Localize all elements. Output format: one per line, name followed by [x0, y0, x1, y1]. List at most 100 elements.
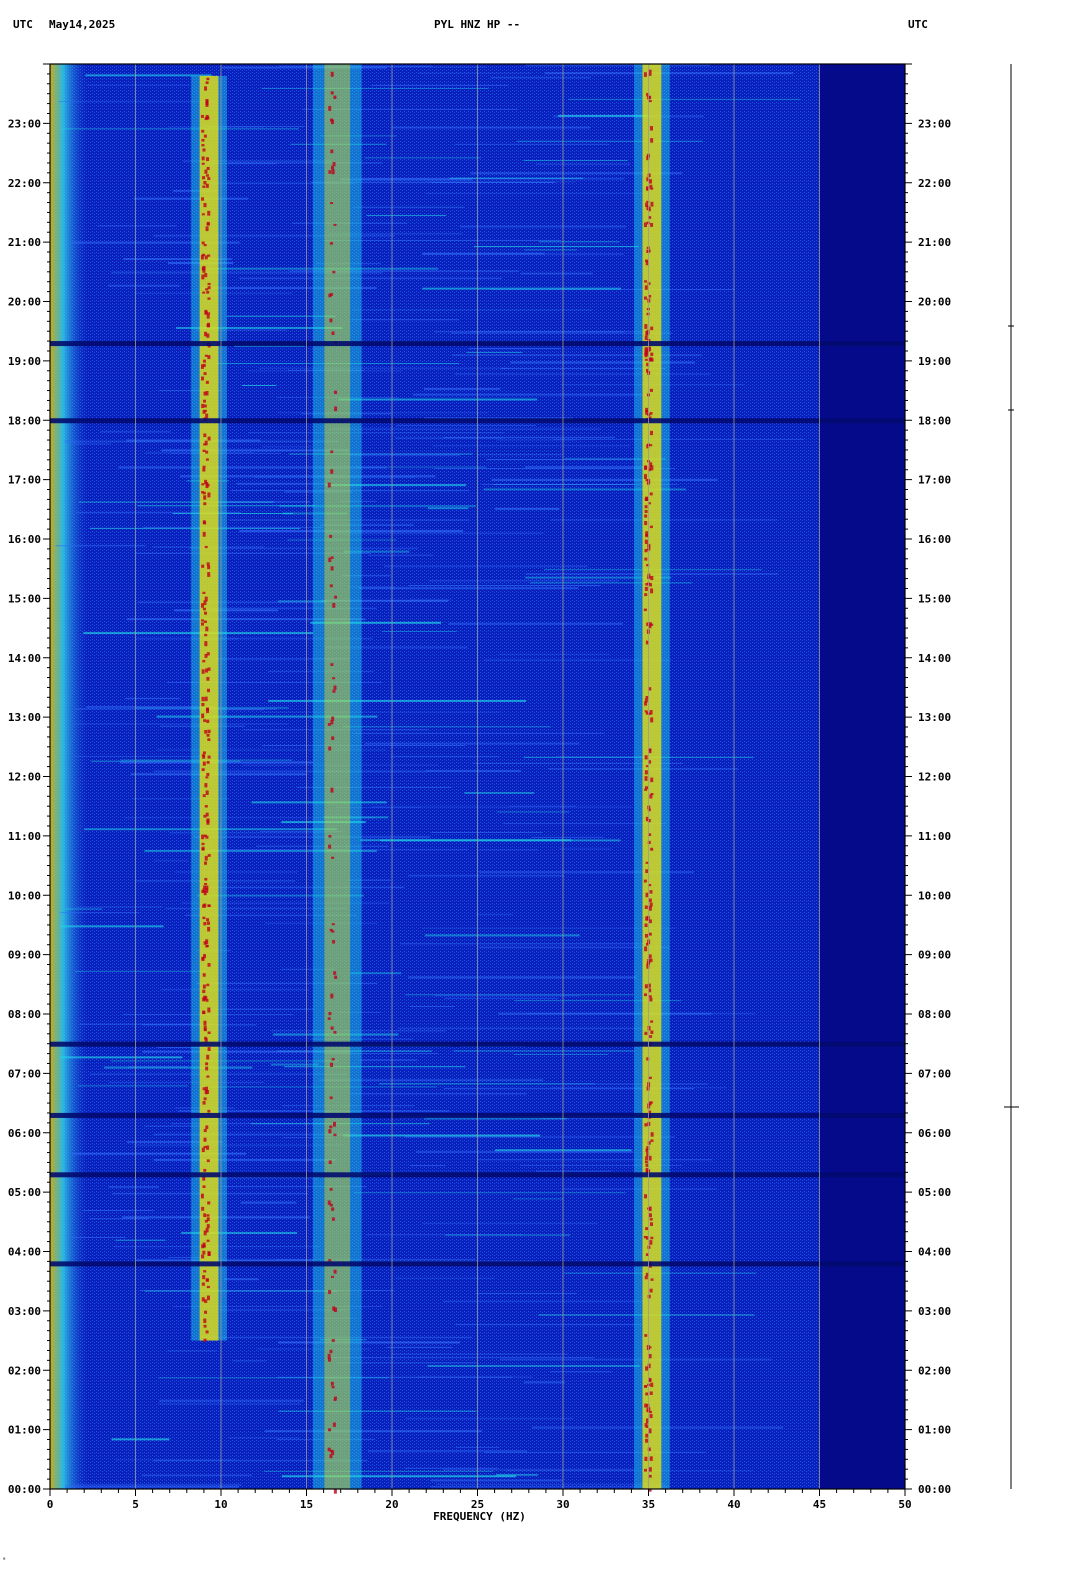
hot-spot: [645, 410, 649, 415]
hot-spot: [206, 1145, 210, 1150]
hot-spot: [201, 1147, 205, 1153]
streak: [239, 277, 502, 279]
hot-spot: [644, 710, 648, 713]
hot-spot: [647, 808, 651, 812]
streak: [426, 181, 577, 183]
streak: [111, 1060, 338, 1062]
hot-spot: [201, 1244, 205, 1249]
hot-spot: [204, 1299, 208, 1304]
streak: [328, 233, 463, 235]
streak: [503, 823, 666, 825]
hot-spot: [203, 372, 207, 376]
hot-spot: [206, 157, 210, 162]
hot-spot: [205, 1330, 209, 1334]
streak: [141, 1024, 257, 1026]
y-tick-label-right: 09:00: [918, 949, 951, 962]
hot-spot: [644, 923, 648, 928]
hot-spot: [647, 983, 651, 988]
hot-spot: [648, 1110, 652, 1115]
hot-spot: [204, 440, 208, 446]
hot-spot: [205, 888, 209, 893]
streak: [256, 1348, 371, 1350]
hot-spot: [649, 902, 653, 907]
streak: [307, 1317, 357, 1319]
hot-spot: [647, 1141, 651, 1145]
streak: [136, 1259, 315, 1262]
streak: [434, 468, 675, 470]
streak: [509, 805, 576, 807]
hot-spot: [207, 738, 211, 742]
hot-spot: [650, 465, 654, 471]
hot-spot: [207, 729, 211, 734]
hot-spot: [650, 187, 654, 190]
hot-spot: [201, 848, 205, 851]
hot-spot: [203, 600, 207, 606]
streak: [498, 653, 611, 655]
hot-spot: [205, 99, 209, 103]
streak: [320, 524, 414, 527]
hot-spot: [327, 1200, 331, 1205]
hot-spot: [205, 776, 209, 779]
streak: [89, 527, 300, 529]
hot-spot: [331, 1339, 335, 1342]
hot-spot: [329, 242, 333, 245]
hot-spot: [203, 134, 207, 138]
y-tick-label-left: 15:00: [8, 592, 41, 605]
hot-spot: [201, 144, 205, 147]
hot-spot: [333, 1396, 337, 1400]
hot-spot: [645, 534, 649, 538]
hot-spot: [644, 1123, 648, 1127]
streak: [379, 1083, 595, 1085]
streak: [365, 1234, 522, 1236]
hot-spot: [203, 1020, 207, 1026]
hot-spot: [332, 940, 336, 944]
streak: [550, 1371, 612, 1373]
streak: [339, 500, 377, 502]
streak: [282, 1137, 333, 1139]
streak: [268, 670, 374, 672]
date-label: May14,2025: [49, 18, 116, 31]
band-glow: [312, 64, 362, 1489]
hot-spot: [648, 1213, 652, 1218]
hot-spot: [205, 835, 209, 839]
y-tick-label-right: 22:00: [918, 177, 951, 190]
hot-spot: [645, 695, 649, 700]
hot-spot: [329, 318, 333, 323]
hot-spot: [207, 492, 211, 498]
hot-spot: [207, 1109, 211, 1113]
streak: [75, 970, 206, 972]
hot-spot: [204, 596, 208, 602]
hot-spot: [201, 162, 205, 165]
hot-spot: [206, 116, 210, 120]
streak: [324, 646, 468, 649]
streak: [74, 755, 207, 757]
streak: [289, 270, 520, 273]
hot-spot: [644, 1403, 648, 1408]
hot-spot: [201, 197, 205, 201]
hot-spot: [206, 1239, 210, 1242]
hot-spot: [648, 346, 652, 352]
streak: [348, 879, 391, 881]
streak: [86, 84, 190, 86]
streak: [483, 659, 672, 661]
streak: [449, 177, 584, 179]
x-tick-label: 30: [556, 1498, 569, 1511]
hot-spot: [205, 944, 209, 948]
streak: [232, 1360, 267, 1362]
streak: [484, 1451, 707, 1453]
streak: [89, 1218, 149, 1220]
hot-spot: [205, 483, 209, 489]
streak: [356, 466, 487, 468]
streak: [524, 249, 577, 251]
streak: [371, 84, 509, 86]
hot-spot: [332, 677, 336, 680]
y-tick-label-right: 01:00: [918, 1424, 951, 1437]
hot-spot: [647, 502, 651, 505]
streak: [264, 922, 378, 924]
hot-spot: [643, 608, 647, 612]
streak: [126, 439, 261, 442]
y-tick-label-left: 03:00: [8, 1305, 41, 1318]
streak: [78, 501, 274, 503]
hot-spot: [204, 479, 208, 485]
streak: [159, 1399, 304, 1402]
